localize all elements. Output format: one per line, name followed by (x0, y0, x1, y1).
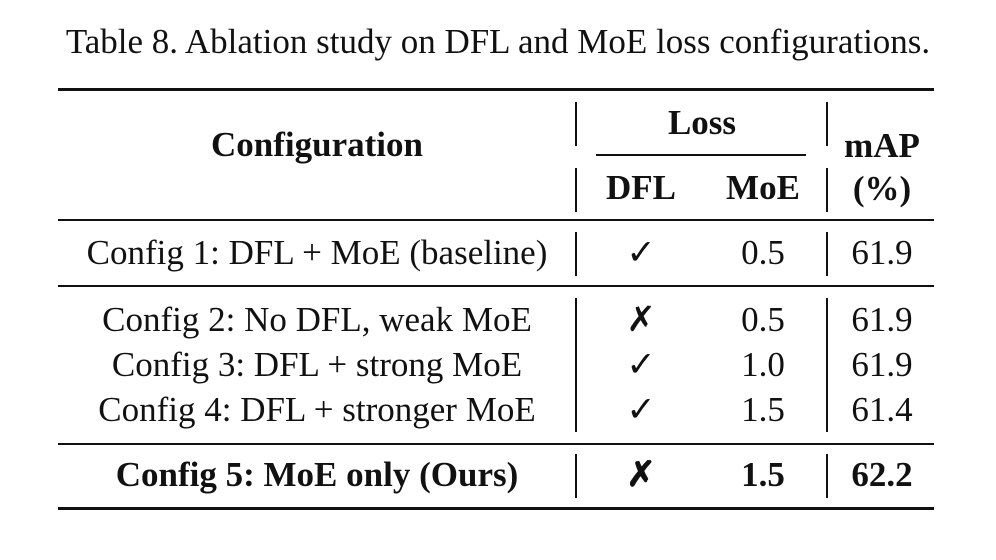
cell-map: 61.9 (851, 300, 913, 339)
bottom-rule (58, 507, 934, 510)
ours-rule (58, 443, 934, 445)
cell-dfl: ✗ (626, 455, 656, 494)
cell-map: 61.4 (851, 390, 913, 429)
cell-config: Config 5: MoE only (Ours) (115, 455, 519, 494)
cell-dfl: ✓ (626, 345, 656, 384)
cell-config: Config 1: DFL + MoE (baseline) (86, 233, 548, 272)
loss-subheader-rule (596, 154, 806, 156)
cell-moe: 0.5 (741, 300, 785, 339)
cell-moe: 0.5 (741, 233, 785, 272)
cell-map: 62.2 (851, 455, 913, 494)
column-separator (826, 298, 828, 432)
cell-config: Config 3: DFL + strong MoE (111, 345, 523, 384)
cell-moe: 1.5 (741, 390, 785, 429)
column-separator (575, 454, 577, 498)
cell-moe: 1.5 (741, 455, 785, 494)
cell-dfl: ✓ (626, 233, 656, 272)
cell-dfl: ✓ (626, 390, 656, 429)
header-loss: Loss (667, 103, 737, 142)
header-configuration: Configuration (211, 125, 423, 164)
header-dfl: DFL (606, 168, 676, 207)
header-map: mAP (844, 126, 920, 165)
column-separator (826, 102, 828, 146)
baseline-rule (58, 285, 934, 287)
column-separator (575, 232, 577, 276)
column-separator (575, 168, 577, 212)
cell-moe: 1.0 (741, 345, 785, 384)
cell-config: Config 4: DFL + stronger MoE (98, 390, 536, 429)
cell-config: Config 2: No DFL, weak MoE (102, 300, 532, 339)
header-rule (58, 219, 934, 221)
cell-dfl: ✗ (626, 300, 656, 339)
header-map-unit: (%) (852, 169, 912, 208)
cell-map: 61.9 (851, 233, 913, 272)
header-moe: MoE (726, 168, 800, 207)
column-separator (826, 232, 828, 276)
cell-map: 61.9 (851, 345, 913, 384)
table-caption: Table 8. Ablation study on DFL and MoE l… (65, 22, 931, 61)
column-separator (826, 168, 828, 212)
column-separator (575, 298, 577, 432)
column-separator (575, 102, 577, 146)
top-rule (58, 88, 934, 91)
column-separator (826, 454, 828, 498)
